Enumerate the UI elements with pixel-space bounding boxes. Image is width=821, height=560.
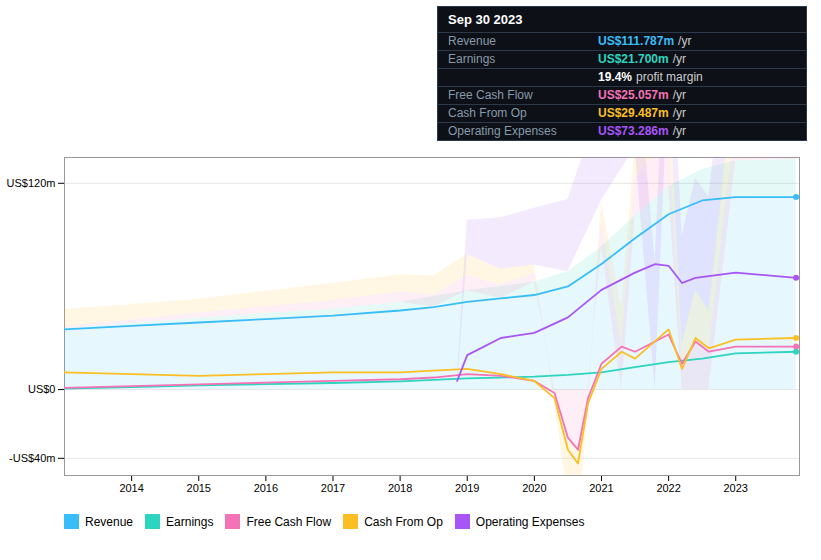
svg-text:2021: 2021 — [589, 482, 613, 494]
svg-text:2015: 2015 — [187, 482, 211, 494]
html-text:Revenue: Revenue — [448, 34, 496, 48]
svg-text:2022: 2022 — [656, 482, 680, 494]
svg-text:2023: 2023 — [723, 482, 747, 494]
svg-text:-US$40m: -US$40m — [9, 452, 55, 464]
svg-text:US$120m: US$120m — [7, 177, 56, 189]
html-text:Earnings: Earnings — [448, 52, 496, 66]
svg-text:US$0: US$0 — [28, 383, 56, 395]
html-text:US$25.057m /yr: US$25.057m /yr — [598, 88, 687, 102]
html-text:19.4% profit margin: 19.4% profit margin — [598, 70, 703, 84]
html-text:US$21.700m /yr: US$21.700m /yr — [598, 52, 687, 66]
svg-text:2020: 2020 — [522, 482, 546, 494]
html-text:Free Cash Flow: Free Cash Flow — [246, 514, 332, 529]
svg-text:2018: 2018 — [388, 482, 412, 494]
svg-text:2016: 2016 — [254, 482, 278, 494]
html-text:Revenue: Revenue — [85, 514, 133, 529]
html-text:Cash From Op: Cash From Op — [364, 514, 443, 529]
html-text:Sep 30 2023: Sep 30 2023 — [448, 12, 523, 27]
svg-text:2019: 2019 — [455, 482, 479, 494]
html-text:Operating Expenses: Operating Expenses — [448, 124, 557, 138]
html-text:US$29.487m /yr: US$29.487m /yr — [598, 106, 687, 120]
html-text:Operating Expenses: Operating Expenses — [475, 514, 585, 529]
html-text:US$73.286m /yr: US$73.286m /yr — [598, 124, 687, 138]
html-text:Cash From Op: Cash From Op — [448, 106, 527, 120]
html-text:US$111.787m /yr: US$111.787m /yr — [598, 34, 692, 48]
svg-text:2017: 2017 — [321, 482, 345, 494]
svg-text:2014: 2014 — [119, 482, 143, 494]
html-text:Free Cash Flow: Free Cash Flow — [448, 88, 533, 102]
html-text:Earnings: Earnings — [166, 514, 214, 529]
